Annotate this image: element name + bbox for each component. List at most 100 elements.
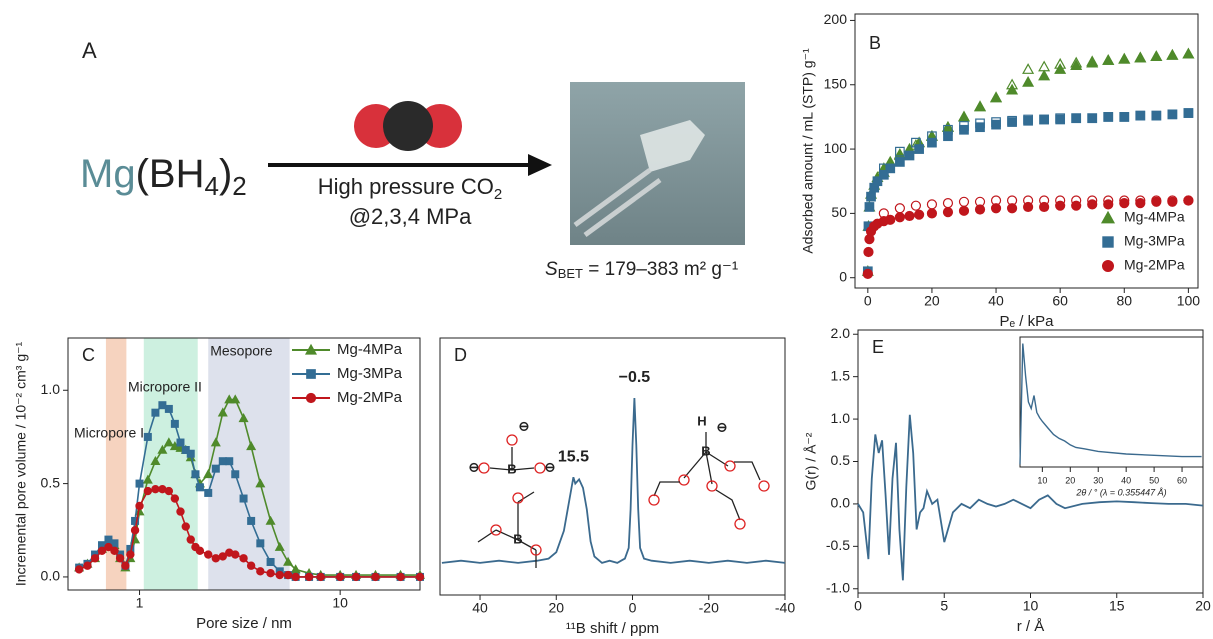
x-tick-label: -20 bbox=[699, 600, 719, 616]
marker bbox=[256, 539, 265, 548]
peak-label: 15.5 bbox=[558, 448, 589, 465]
x-tick-label: 40 bbox=[988, 293, 1004, 309]
marker bbox=[150, 455, 161, 465]
marker bbox=[893, 147, 906, 159]
marker bbox=[158, 401, 167, 410]
region bbox=[105, 338, 127, 590]
y-tick-label: 1.0 bbox=[41, 381, 61, 397]
structures bbox=[477, 432, 770, 568]
region-label: Micropore I bbox=[74, 425, 144, 441]
x-tick-label: 60 bbox=[1177, 475, 1187, 485]
marker bbox=[218, 457, 227, 466]
legend-marker bbox=[1101, 260, 1114, 273]
marker bbox=[211, 554, 221, 563]
marker bbox=[863, 246, 874, 258]
structure-label: ⊖ bbox=[519, 418, 530, 433]
marker bbox=[862, 268, 873, 279]
marker bbox=[170, 419, 179, 428]
plot-frame bbox=[67, 337, 421, 591]
structure-label: ⊖ bbox=[545, 459, 556, 474]
marker bbox=[904, 210, 915, 222]
marker bbox=[195, 546, 205, 556]
marker bbox=[265, 515, 276, 525]
x-axis-label: r / Å bbox=[1017, 618, 1045, 635]
marker bbox=[1103, 199, 1114, 210]
panel-label: A bbox=[82, 38, 97, 63]
plot-frame bbox=[439, 337, 786, 596]
x-tick-label: 0 bbox=[629, 600, 637, 616]
y-tick-label: 0.0 bbox=[41, 568, 61, 584]
marker bbox=[283, 556, 294, 566]
marker bbox=[904, 150, 915, 161]
x-tick-label: 10 bbox=[1037, 475, 1047, 485]
legend-marker bbox=[1100, 210, 1116, 224]
marker bbox=[1054, 63, 1067, 74]
x-tick-label: 5 bbox=[940, 598, 948, 614]
marker bbox=[211, 464, 220, 473]
marker bbox=[959, 124, 969, 135]
marker bbox=[204, 488, 213, 497]
marker bbox=[1119, 197, 1130, 209]
marker bbox=[1070, 59, 1083, 71]
marker bbox=[231, 550, 240, 559]
legend-label: Mg-4MPa bbox=[1124, 209, 1185, 225]
x-tick-label: 1 bbox=[136, 595, 144, 611]
condition-text: High pressure CO bbox=[318, 174, 494, 199]
y-tick-label: -1.0 bbox=[826, 579, 850, 595]
marker bbox=[1135, 197, 1146, 209]
marker bbox=[186, 449, 195, 458]
formula: Mg(BH4)2 bbox=[80, 152, 247, 201]
marker bbox=[866, 191, 876, 202]
marker bbox=[1118, 52, 1131, 64]
marker bbox=[143, 486, 153, 496]
x-tick-label: 40 bbox=[472, 600, 488, 616]
x-tick-label: 10 bbox=[1023, 598, 1039, 614]
y-tick-label: 100 bbox=[824, 140, 848, 156]
x-tick-label: 10 bbox=[332, 595, 348, 611]
marker bbox=[230, 394, 241, 404]
marker bbox=[225, 457, 234, 466]
marker bbox=[1022, 63, 1035, 74]
marker bbox=[894, 212, 905, 223]
marker bbox=[371, 572, 380, 582]
legend-label: Mg-4MPa bbox=[337, 341, 403, 358]
arrow-head bbox=[528, 154, 552, 176]
marker bbox=[143, 432, 152, 441]
marker bbox=[246, 441, 257, 451]
condition-sub: 2 bbox=[494, 186, 502, 203]
legend-label: Mg-2MPa bbox=[1124, 257, 1185, 273]
marker bbox=[1151, 196, 1162, 207]
marker bbox=[1038, 60, 1051, 72]
marker bbox=[335, 572, 345, 582]
y-tick-label: 200 bbox=[824, 11, 848, 27]
marker bbox=[957, 110, 971, 122]
marker bbox=[1134, 51, 1147, 63]
marker bbox=[1039, 114, 1049, 125]
co2-carbon bbox=[383, 101, 433, 151]
marker bbox=[239, 554, 248, 563]
marker bbox=[204, 550, 213, 559]
marker bbox=[975, 122, 985, 133]
formula-part: 2 bbox=[232, 171, 246, 201]
marker bbox=[274, 541, 285, 551]
x-tick-label: 80 bbox=[1116, 293, 1132, 309]
marker bbox=[942, 197, 954, 209]
marker bbox=[83, 561, 92, 570]
marker bbox=[351, 572, 361, 582]
marker bbox=[151, 408, 160, 417]
marker bbox=[291, 572, 300, 582]
marker bbox=[195, 483, 204, 492]
marker bbox=[191, 470, 200, 479]
marker bbox=[246, 561, 256, 570]
marker bbox=[879, 169, 889, 180]
x-axis-label: Pore size / nm bbox=[196, 615, 292, 632]
x-tick-label: 40 bbox=[1121, 475, 1131, 485]
x-tick-label: 20 bbox=[1195, 598, 1211, 614]
marker bbox=[110, 546, 119, 556]
panel-label: E bbox=[872, 337, 884, 357]
inset-bg bbox=[1020, 337, 1203, 467]
marker bbox=[943, 131, 953, 142]
marker bbox=[1166, 48, 1179, 60]
photo-tweezers bbox=[573, 167, 662, 238]
marker bbox=[256, 567, 265, 576]
